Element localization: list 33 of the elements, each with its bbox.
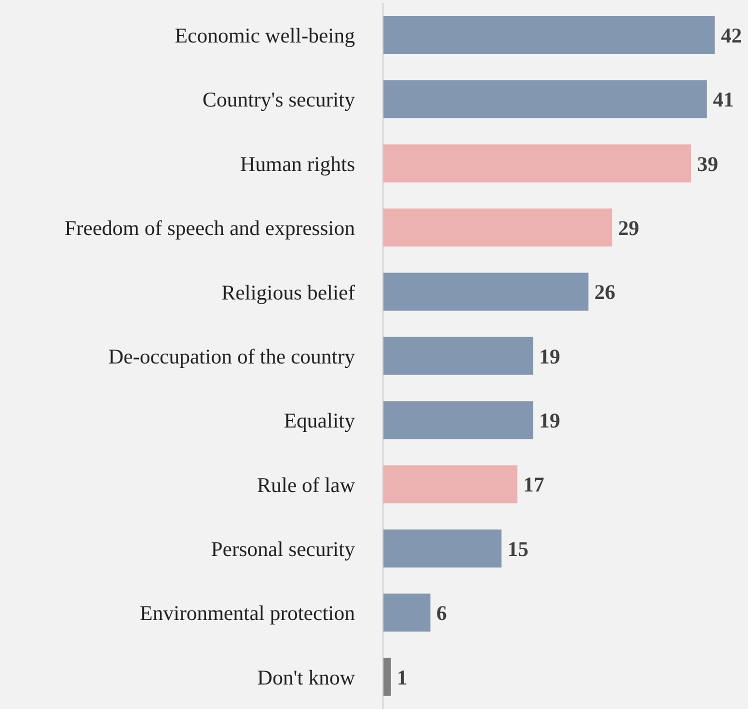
bar xyxy=(383,16,715,54)
bar xyxy=(383,465,518,504)
data-label: 19 xyxy=(539,344,560,368)
data-label: 6 xyxy=(436,601,447,626)
bar xyxy=(383,529,502,568)
data-label: 39 xyxy=(697,152,718,176)
data-label: 42 xyxy=(720,23,742,48)
bar xyxy=(383,658,391,696)
data-label: 19 xyxy=(539,408,560,433)
bar xyxy=(383,208,612,247)
y-tick-label: Human rights xyxy=(240,152,355,176)
y-tick-label: Rule of law xyxy=(257,472,356,497)
bar xyxy=(383,401,534,440)
data-label: 1 xyxy=(396,665,408,690)
data-label: 26 xyxy=(594,280,616,304)
data-label: 29 xyxy=(618,216,640,240)
y-tick-label: Religious belief xyxy=(221,280,355,304)
y-tick-label: Environmental protection xyxy=(140,601,356,626)
y-tick-label: Economic well-being xyxy=(174,24,356,48)
y-tick-label: Equality xyxy=(284,408,356,433)
data-label: 17 xyxy=(523,472,544,497)
bar xyxy=(383,80,707,118)
bar xyxy=(383,272,588,311)
y-tick-label: Country's security xyxy=(202,88,356,112)
bar xyxy=(383,144,692,182)
data-label: 15 xyxy=(508,536,529,561)
y-tick-label: Don't know xyxy=(257,665,356,690)
y-tick-label: Freedom of speech and expression xyxy=(64,216,356,240)
data-label: 41 xyxy=(712,88,734,112)
y-tick-label: Personal security xyxy=(210,537,356,561)
bar xyxy=(383,336,534,375)
y-tick-label: De-occupation of the country xyxy=(108,344,356,368)
bar xyxy=(383,594,430,632)
